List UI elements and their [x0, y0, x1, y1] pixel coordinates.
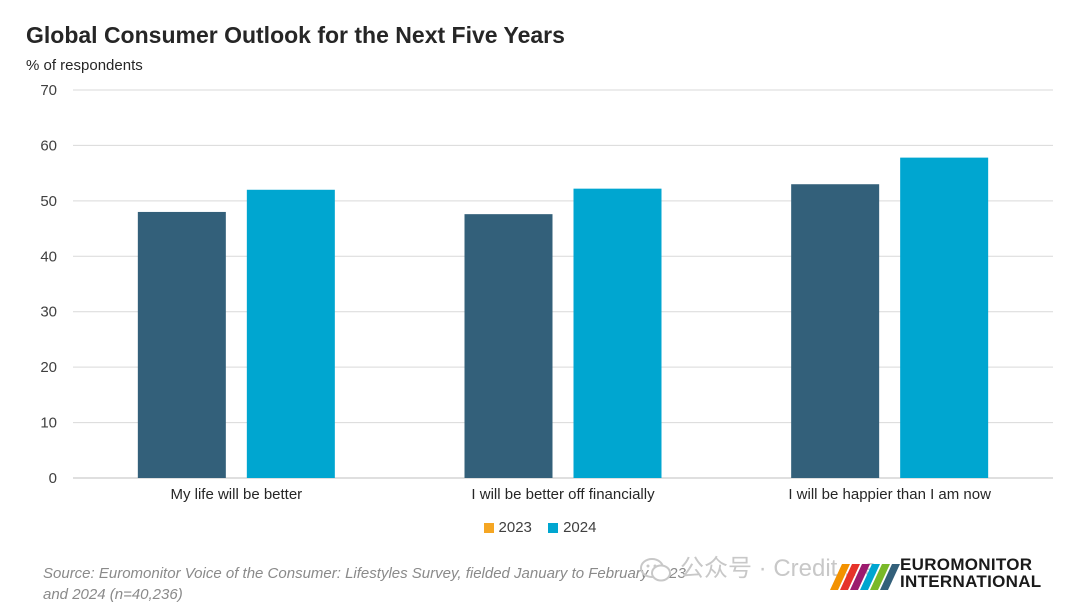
y-tick-label: 70	[40, 82, 57, 99]
x-category-label: I will be happier than I am now	[788, 486, 991, 503]
y-tick-label: 60	[40, 137, 57, 154]
legend: 2023 2024	[0, 519, 1080, 537]
legend-label-2024: 2024	[563, 519, 597, 536]
bar-2024	[246, 189, 335, 478]
bar-2023	[791, 184, 880, 478]
gridlines	[73, 89, 1053, 479]
bar-2024	[573, 188, 662, 479]
bars	[137, 157, 989, 479]
legend-swatch-2023	[483, 522, 494, 533]
bar-2023	[137, 211, 226, 478]
x-category-label: My life will be better	[170, 486, 302, 503]
y-tick-label: 50	[40, 193, 57, 210]
logo-stripes-icon	[830, 564, 900, 590]
logo-line-1: EUROMONITOR	[900, 555, 1033, 574]
bar-2023	[464, 214, 553, 478]
source-line-2: and 2024 (n=40,236)	[43, 586, 183, 603]
logo-line-2: INTERNATIONAL	[900, 572, 1042, 591]
euromonitor-logo: EUROMONITOR INTERNATIONAL	[828, 554, 1048, 594]
y-tick-label: 20	[40, 359, 57, 376]
source-line-1: Source: Euromonitor Voice of the Consume…	[43, 565, 686, 582]
y-axis-ticks: 0 10 20 30 40 50 60 70	[40, 82, 57, 487]
chart-title: Global Consumer Outlook for the Next Fiv…	[26, 22, 565, 48]
y-axis-unit-label: % of respondents	[26, 57, 143, 74]
bar-chart: 0 10 20 30 40 50 60 70 My life will be better I …	[40, 82, 1053, 503]
x-axis-categories: My life will be better I will be better o…	[170, 486, 991, 503]
legend-label-2023: 2023	[498, 519, 532, 536]
legend-item-2024: 2024	[548, 519, 596, 536]
bar-2024	[900, 157, 989, 478]
legend-item-2023: 2023	[483, 519, 532, 536]
y-tick-label: 0	[49, 470, 57, 487]
source-note: Source: Euromonitor Voice of the Consume…	[43, 563, 763, 605]
y-tick-label: 30	[40, 304, 57, 321]
y-tick-label: 10	[40, 415, 57, 432]
wechat-icon	[640, 557, 671, 582]
x-category-label: I will be better off financially	[471, 486, 655, 503]
legend-swatch-2024	[548, 522, 559, 533]
y-tick-label: 40	[40, 248, 57, 265]
